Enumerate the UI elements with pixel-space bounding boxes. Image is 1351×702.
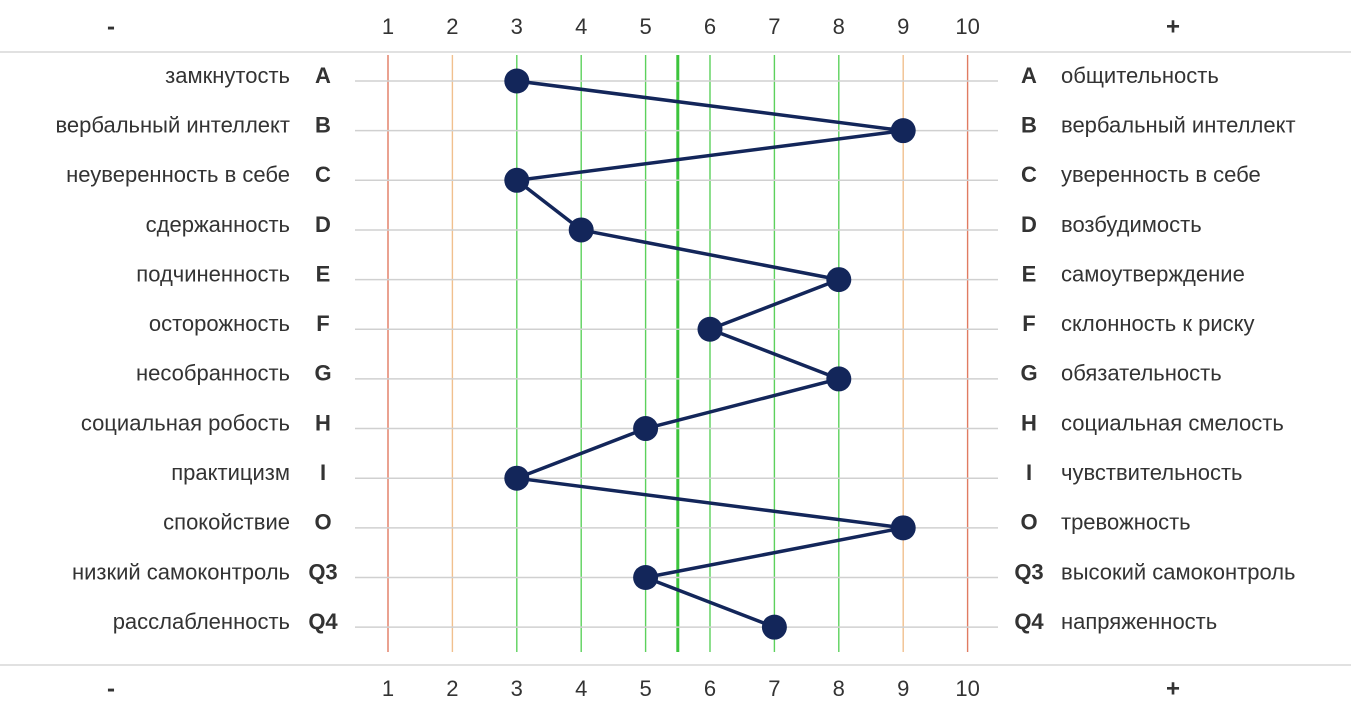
data-point-q3 xyxy=(633,565,659,590)
left-pole-label: неуверенность в себе xyxy=(66,162,290,187)
right-pole-label: общительность xyxy=(1061,63,1219,88)
right-pole-label: чувствительность xyxy=(1061,460,1243,485)
scale-minus-label-bottom: - xyxy=(107,675,115,702)
data-point-c xyxy=(504,167,530,193)
profile-series xyxy=(504,68,916,640)
tick-label-top: 1 xyxy=(382,14,394,39)
right-factor-code: H xyxy=(1021,410,1037,435)
left-pole-label: несобранность xyxy=(136,361,290,386)
right-pole-label: высокий самоконтроль xyxy=(1061,559,1296,584)
left-pole-label: низкий самоконтроль xyxy=(72,559,290,584)
left-factor-code: O xyxy=(314,510,331,535)
tick-label-bottom: 2 xyxy=(446,676,458,701)
right-pole-label: вербальный интеллект xyxy=(1061,112,1296,137)
right-pole-label: самоутверждение xyxy=(1061,261,1245,286)
left-pole-label: расслабленность xyxy=(113,609,290,634)
right-factor-code: A xyxy=(1021,63,1037,88)
left-factor-code: B xyxy=(315,112,331,137)
right-pole-label: склонность к риску xyxy=(1061,311,1255,336)
tick-label-bottom: 5 xyxy=(639,676,651,701)
data-point-d xyxy=(568,217,594,243)
scale-plus-label-bottom: + xyxy=(1166,675,1180,702)
tick-label-bottom: 6 xyxy=(704,676,716,701)
left-pole-label: спокойствие xyxy=(163,510,290,535)
tick-label-top: 6 xyxy=(704,14,716,39)
tick-label-bottom: 7 xyxy=(768,676,780,701)
data-point-f xyxy=(697,316,723,342)
left-pole-label: практицизм xyxy=(171,460,290,485)
right-factor-code: B xyxy=(1021,112,1037,137)
data-point-e xyxy=(826,267,852,293)
right-pole-label: уверенность в себе xyxy=(1061,162,1261,187)
scale-minus-label-top: - xyxy=(107,13,115,40)
left-pole-label: сдержанность xyxy=(146,212,290,237)
left-pole-label: осторожность xyxy=(149,311,290,336)
left-pole-label: социальная робость xyxy=(81,410,290,435)
tick-label-bottom: 8 xyxy=(833,676,845,701)
tick-label-top: 10 xyxy=(955,14,979,39)
tick-label-top: 8 xyxy=(833,14,845,39)
right-factor-code: G xyxy=(1020,361,1037,386)
tick-label-top: 5 xyxy=(639,14,651,39)
right-factor-code: I xyxy=(1026,460,1032,485)
left-pole-label: замкнутость xyxy=(165,63,290,88)
vertical-scale-lines xyxy=(387,55,969,652)
tick-label-top: 7 xyxy=(768,14,780,39)
data-point-o xyxy=(890,515,916,541)
profile-line xyxy=(515,79,905,629)
right-pole-label: напряженность xyxy=(1061,609,1217,634)
left-pole-label: вербальный интеллект xyxy=(55,112,290,137)
tick-label-top: 4 xyxy=(575,14,587,39)
tick-label-bottom: 4 xyxy=(575,676,587,701)
header-footer-separators xyxy=(0,51,1351,666)
data-point-i xyxy=(504,465,530,491)
left-factor-code: D xyxy=(315,212,331,237)
data-point-a xyxy=(504,68,530,94)
left-factor-code: Q4 xyxy=(308,609,338,634)
right-factor-code: Q3 xyxy=(1014,559,1043,584)
left-factor-code: C xyxy=(315,162,331,187)
tick-label-bottom: 9 xyxy=(897,676,909,701)
right-pole-label: обязательность xyxy=(1061,361,1222,386)
right-factor-code: F xyxy=(1022,311,1035,336)
left-factor-code: Q3 xyxy=(308,559,337,584)
right-factor-code: O xyxy=(1020,510,1037,535)
left-pole-label: подчиненность xyxy=(136,261,290,286)
data-point-q4 xyxy=(761,614,787,640)
right-factor-code: E xyxy=(1022,261,1037,286)
data-point-h xyxy=(633,416,659,442)
tick-label-top: 9 xyxy=(897,14,909,39)
left-factor-code: E xyxy=(316,261,331,286)
right-pole-label: тревожность xyxy=(1061,510,1191,535)
tick-label-top: 2 xyxy=(446,14,458,39)
data-point-b xyxy=(890,118,916,144)
data-point-g xyxy=(826,366,852,392)
left-factor-code: A xyxy=(315,63,331,88)
right-pole-label: возбудимость xyxy=(1061,212,1202,237)
right-pole-label: социальная смелость xyxy=(1061,410,1284,435)
right-factor-code: C xyxy=(1021,162,1037,187)
tick-label-bottom: 3 xyxy=(511,676,523,701)
tick-label-top: 3 xyxy=(511,14,523,39)
left-factor-code: G xyxy=(314,361,331,386)
right-factor-code: Q4 xyxy=(1014,609,1044,634)
left-factor-code: H xyxy=(315,410,331,435)
tick-label-bottom: 10 xyxy=(955,676,979,701)
scale-tick-labels: 1 2 3 4 5 6 7 8 9 10 - +1 2 3 4 5 6 7 8 9 10 - + xyxy=(107,13,1180,702)
scale-plus-label-top: + xyxy=(1166,13,1180,40)
left-factor-code: I xyxy=(320,460,326,485)
tick-label-bottom: 1 xyxy=(382,676,394,701)
left-factor-code: F xyxy=(316,311,329,336)
right-factor-code: D xyxy=(1021,212,1037,237)
